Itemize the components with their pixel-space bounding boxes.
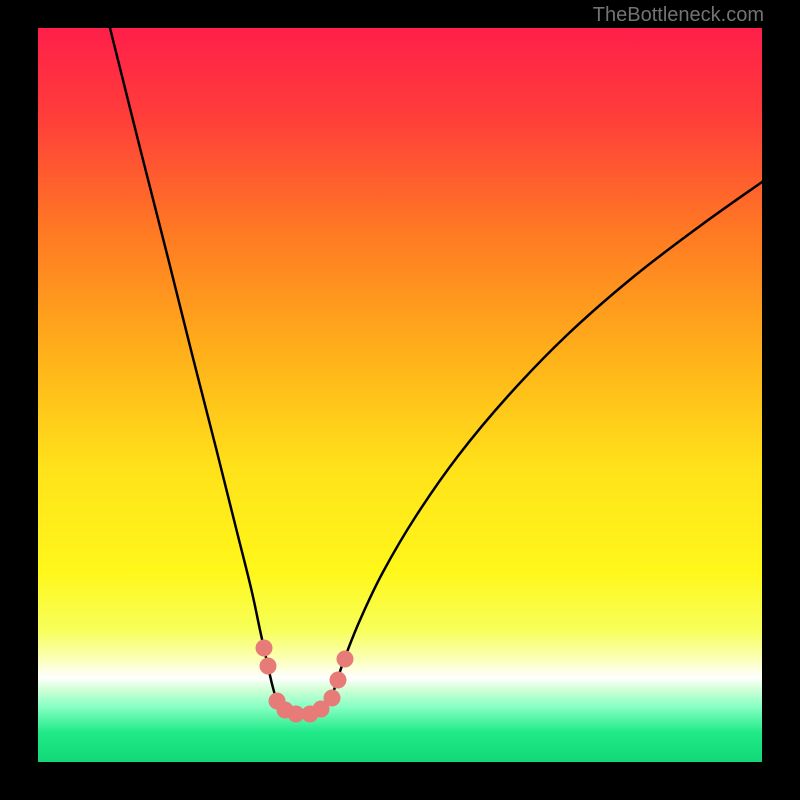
plot-area (38, 28, 762, 762)
gradient-background (38, 28, 762, 762)
watermark-text: TheBottleneck.com (593, 4, 764, 27)
canvas-frame: TheBottleneck.com (0, 0, 800, 800)
